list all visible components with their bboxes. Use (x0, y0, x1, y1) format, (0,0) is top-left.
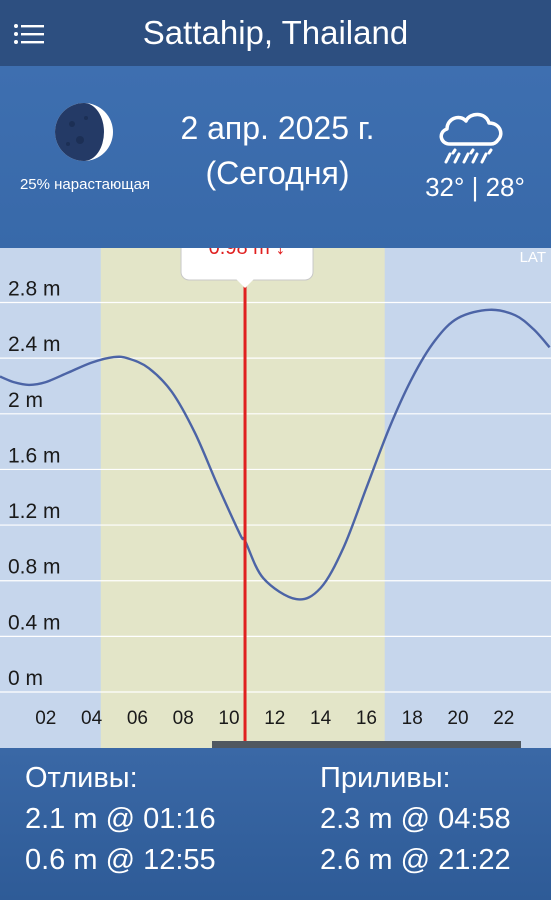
moon-phase-icon (55, 103, 113, 161)
x-tick-label: 02 (35, 708, 56, 729)
menu-button[interactable] (10, 20, 50, 50)
app-bar: Sattahip, Thailand (0, 0, 551, 66)
x-tick-label: 10 (218, 708, 239, 729)
x-tick-label: 22 (493, 708, 514, 729)
high-tide-2: 2.6 m @ 21:22 (320, 844, 511, 876)
x-tick-label: 12 (264, 708, 285, 729)
y-tick-label: 0 m (8, 667, 43, 690)
x-tick-label: 18 (402, 708, 423, 729)
y-tick-label: 0.8 m (8, 556, 61, 579)
x-tick-label: 14 (310, 708, 332, 729)
low-tide-1: 2.1 m @ 01:16 (25, 803, 216, 835)
y-tick-label: 2.8 m (8, 278, 61, 301)
tide-chart-svg: 0 m 0.4 m 0.8 m 1.2 m 1.6 m 2 m 2.4 m 2.8 m 02 04… (0, 237, 551, 748)
datum-label: LAT (520, 249, 546, 266)
chart-scrollbar[interactable] (212, 741, 521, 749)
x-tick-label: 16 (356, 708, 377, 729)
high-tides-title: Приливы: (320, 762, 451, 794)
moon-phase-label: 25% нарастающая (19, 176, 151, 193)
y-tick-label: 1.2 m (8, 500, 61, 523)
temperature-label: 32° | 28° (425, 172, 525, 202)
x-tick-label: 20 (447, 708, 468, 729)
location-title: Sattahip, Thailand (142, 14, 409, 51)
x-tick-label: 06 (127, 708, 148, 729)
low-tide-2: 0.6 m @ 12:55 (25, 844, 216, 876)
callout-pointer (236, 279, 255, 288)
y-tick-label: 2.4 m (8, 333, 61, 356)
daylight-band (100, 248, 385, 748)
low-tides-title: Отливы: (25, 762, 138, 794)
hamburger-menu-icon (14, 24, 44, 44)
x-tick-label: 04 (81, 708, 103, 729)
y-tick-label: 2 m (8, 389, 43, 412)
y-tick-label: 1.6 m (8, 444, 61, 467)
cloud-rain-icon (439, 112, 503, 164)
x-tick-label: 08 (173, 708, 194, 729)
tide-summary (0, 748, 551, 900)
tide-chart: 0 m 0.4 m 0.8 m 1.2 m 1.6 m 2 m 2.4 m 2.8 m 02 04… (0, 237, 551, 748)
current-level-value: 0.98 m ↓ (209, 248, 286, 259)
high-tide-1: 2.3 m @ 04:58 (320, 803, 511, 835)
today-label: (Сегодня) (205, 155, 350, 191)
date-label: 2 апр. 2025 г. (180, 110, 375, 146)
y-tick-label: 0.4 m (8, 611, 61, 634)
